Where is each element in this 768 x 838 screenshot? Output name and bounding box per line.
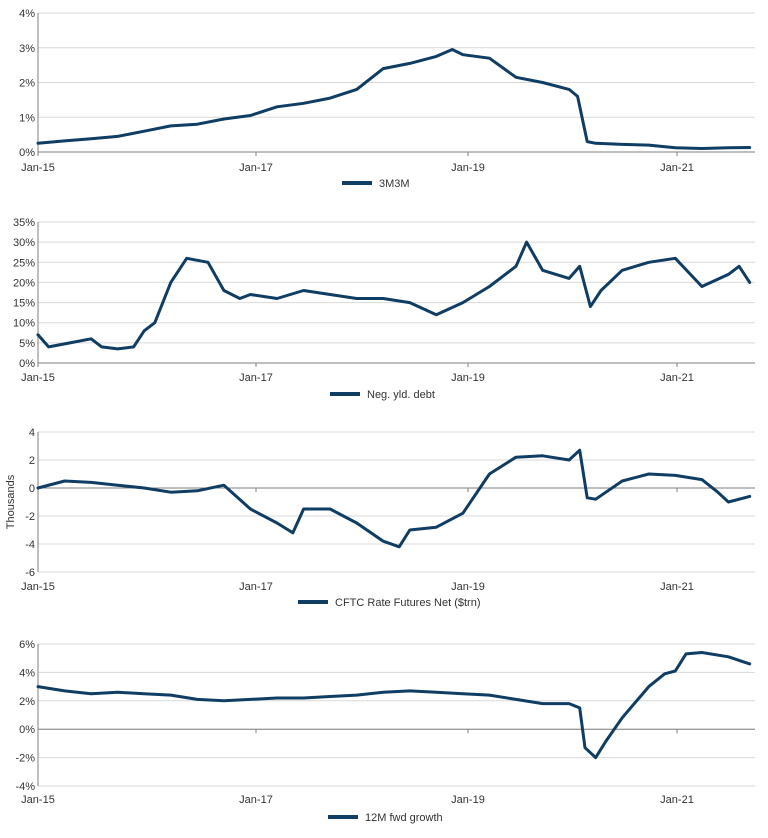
x-tick-label: Jan-21 bbox=[660, 372, 694, 384]
series-line bbox=[36, 240, 752, 351]
y-tick-label: -4 bbox=[25, 539, 35, 551]
chart-panel-2: 0% 5% 10% 15% 20% 25% 30% 35% Jan-15 Jan-17 Jan-19… bbox=[13, 217, 755, 401]
x-tick-label: Jan-15 bbox=[21, 162, 55, 174]
chart-panel-3: -6 -4 -2 0 2 4 Jan-15 Jan-17 Jan-19 Jan-21 Thousan… bbox=[5, 427, 755, 609]
y-tick-label: -2 bbox=[25, 511, 35, 523]
y-tick-label: 35% bbox=[13, 217, 35, 229]
y-tick-label: 3% bbox=[19, 43, 35, 55]
x-tick-label: Jan-19 bbox=[451, 794, 485, 806]
x-tick-label: Jan-19 bbox=[451, 581, 485, 593]
legend-label: 12M fwd growth bbox=[365, 812, 443, 824]
y-tick-label: 0% bbox=[19, 358, 35, 370]
chart-panel-1: 0% 1% 2% 3% 4% Jan-15 Jan-17 Jan-19 Jan-21 3M3M bbox=[19, 8, 755, 190]
y-tick-label: 10% bbox=[13, 318, 35, 330]
x-tick-label: Jan-21 bbox=[660, 794, 694, 806]
x-tick-label: Jan-21 bbox=[660, 162, 694, 174]
y-tick-label: -4% bbox=[15, 781, 35, 793]
y-tick-label: 1% bbox=[19, 112, 35, 124]
series-line bbox=[36, 48, 752, 150]
x-tick-label: Jan-17 bbox=[239, 794, 273, 806]
x-tick-label: Jan-17 bbox=[239, 162, 273, 174]
x-tick-label: Jan-15 bbox=[21, 372, 55, 384]
legend-label: Neg. yld. debt bbox=[367, 389, 435, 401]
y-tick-label: -6 bbox=[25, 567, 35, 579]
series-line bbox=[36, 651, 752, 760]
x-tick-label: Jan-15 bbox=[21, 581, 55, 593]
y-tick-label: 15% bbox=[13, 298, 35, 310]
y-tick-label: 4% bbox=[19, 8, 35, 20]
y-tick-label: 0% bbox=[19, 147, 35, 159]
legend-label: 3M3M bbox=[379, 178, 410, 190]
x-tick-label: Jan-19 bbox=[451, 162, 485, 174]
y-tick-label: 0 bbox=[29, 483, 35, 495]
y-tick-label: 5% bbox=[19, 338, 35, 350]
chart-panel-4: -4% -2% 0% 2% 4% 6% Jan-15 Jan-17 Jan-19 Jan-21 12… bbox=[15, 639, 755, 824]
y-tick-label: 25% bbox=[13, 257, 35, 269]
y-tick-label: 4% bbox=[19, 667, 35, 679]
y-axis-label: Thousands bbox=[5, 474, 17, 529]
y-tick-label: 4 bbox=[29, 427, 35, 439]
y-tick-label: 2 bbox=[29, 455, 35, 467]
y-tick-label: 30% bbox=[13, 237, 35, 249]
y-tick-label: 2% bbox=[19, 696, 35, 708]
y-tick-label: 2% bbox=[19, 78, 35, 90]
legend-label: CFTC Rate Futures Net ($trn) bbox=[335, 597, 480, 609]
x-tick-label: Jan-17 bbox=[239, 581, 273, 593]
x-tick-label: Jan-21 bbox=[660, 581, 694, 593]
x-tick-label: Jan-19 bbox=[451, 372, 485, 384]
y-tick-label: 0% bbox=[19, 724, 35, 736]
y-tick-label: -2% bbox=[15, 753, 35, 765]
x-tick-label: Jan-15 bbox=[21, 794, 55, 806]
y-tick-label: 6% bbox=[19, 639, 35, 651]
x-tick-label: Jan-17 bbox=[239, 372, 273, 384]
y-tick-label: 20% bbox=[13, 277, 35, 289]
series-line bbox=[36, 448, 752, 549]
